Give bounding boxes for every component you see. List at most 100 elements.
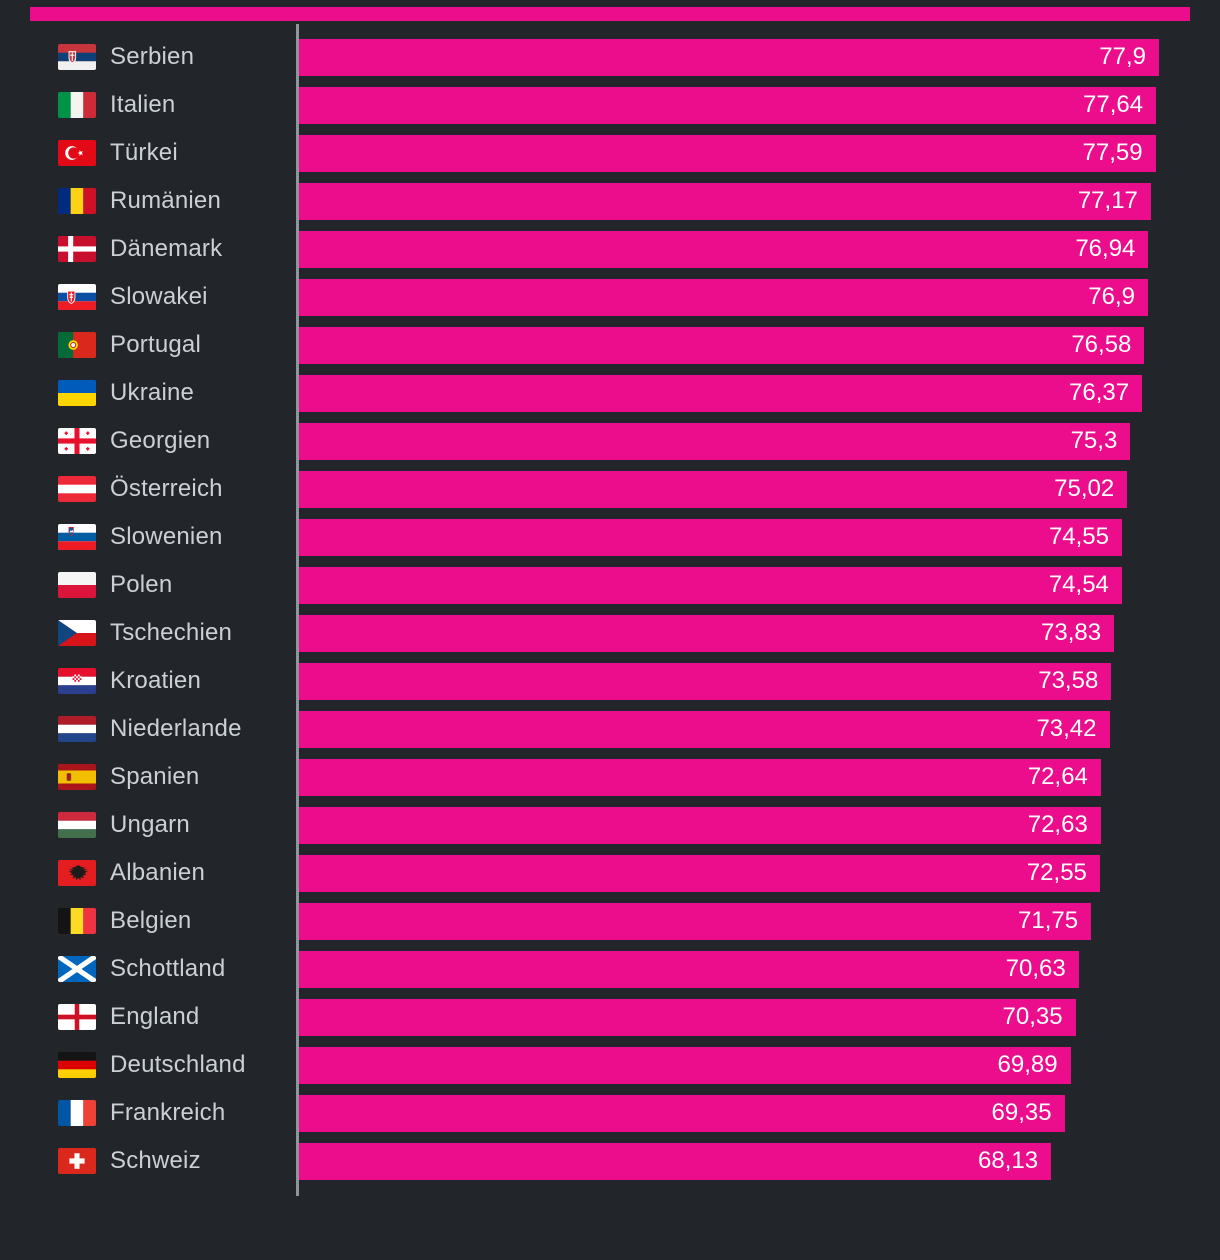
chart-row: Italien 77,64 (0, 81, 1220, 129)
country-label: Belgien (110, 907, 192, 934)
country-label: Polen (110, 571, 173, 598)
value-label: 77,17 (1077, 187, 1138, 214)
value-bar: 72,63 (299, 806, 1101, 844)
value-bar: 70,63 (299, 950, 1079, 988)
value-label: 76,37 (1069, 379, 1130, 406)
value-bar: 73,83 (299, 614, 1115, 652)
bar-chart: Serbien 77,9 Italien 77,64 Türkei 77,59 Rumäni… (0, 24, 1220, 1224)
flag-icon-at (58, 476, 96, 502)
chart-row: Dänemark 76,94 (0, 225, 1220, 273)
country-label: Tschechien (110, 619, 233, 646)
country-label: Deutschland (110, 1051, 246, 1078)
country-label: Kroatien (110, 667, 201, 694)
country-label: Dänemark (110, 235, 223, 262)
flag-icon-hu (58, 812, 96, 838)
country-label: Spanien (110, 763, 200, 790)
flag-icon-pt (58, 332, 96, 358)
value-label: 75,02 (1054, 475, 1115, 502)
flag-icon-al (58, 860, 96, 886)
value-bar: 74,55 (299, 518, 1122, 556)
flag-icon-ua (58, 380, 96, 406)
chart-row: Schottland 70,63 (0, 945, 1220, 993)
flag-icon-es (58, 764, 96, 790)
value-bar: 77,17 (299, 182, 1151, 220)
chart-row: Spanien 72,64 (0, 753, 1220, 801)
flag-icon-gb-sct (58, 956, 96, 982)
flag-icon-hr (58, 668, 96, 694)
country-label: Türkei (110, 139, 178, 166)
chart-row: Slowenien 74,55 (0, 513, 1220, 561)
value-bar: 76,58 (299, 326, 1145, 364)
value-label: 70,63 (1005, 955, 1066, 982)
flag-icon-dk (58, 236, 96, 262)
flag-icon-rs (58, 44, 96, 70)
flag-icon-be (58, 908, 96, 934)
value-label: 69,35 (991, 1099, 1052, 1126)
value-bar: 77,9 (299, 38, 1159, 76)
value-bar: 71,75 (299, 902, 1092, 940)
value-label: 74,54 (1048, 571, 1109, 598)
chart-row: Polen 74,54 (0, 561, 1220, 609)
country-label: Schweiz (110, 1147, 201, 1174)
value-label: 72,55 (1026, 859, 1087, 886)
value-label: 76,9 (1088, 283, 1135, 310)
flag-icon-it (58, 92, 96, 118)
flag-icon-gb-eng (58, 1004, 96, 1030)
country-label: Schottland (110, 955, 226, 982)
country-label: Serbien (110, 43, 195, 70)
value-bar: 76,9 (299, 278, 1148, 316)
value-bar: 74,54 (299, 566, 1122, 604)
country-label: Frankreich (110, 1099, 226, 1126)
chart-row: Slowakei 76,9 (0, 273, 1220, 321)
value-bar: 72,55 (299, 854, 1100, 892)
value-bar: 76,37 (299, 374, 1143, 412)
value-bar: 73,42 (299, 710, 1110, 748)
country-label: Italien (110, 91, 176, 118)
value-label: 75,3 (1070, 427, 1118, 454)
value-label: 70,35 (1002, 1003, 1063, 1030)
flag-icon-nl (58, 716, 96, 742)
flag-icon-ro (58, 188, 96, 214)
value-label: 68,13 (978, 1147, 1039, 1174)
value-bar: 72,64 (299, 758, 1101, 796)
flag-icon-fr (58, 1100, 96, 1126)
country-label: Georgien (110, 427, 211, 454)
value-label: 77,64 (1083, 91, 1144, 118)
chart-row: Belgien 71,75 (0, 897, 1220, 945)
value-label: 76,58 (1071, 331, 1132, 358)
value-bar: 70,35 (299, 998, 1076, 1036)
value-label: 71,75 (1018, 907, 1079, 934)
value-label: 73,58 (1038, 667, 1099, 694)
flag-icon-si (58, 524, 96, 550)
flag-icon-tr (58, 140, 96, 166)
chart-row: Ungarn 72,63 (0, 801, 1220, 849)
chart-row: Albanien 72,55 (0, 849, 1220, 897)
country-label: Ukraine (110, 379, 195, 406)
flag-icon-sk (58, 284, 96, 310)
value-label: 72,63 (1027, 811, 1088, 838)
chart-row: Österreich 75,02 (0, 465, 1220, 513)
chart-row: England 70,35 (0, 993, 1220, 1041)
flag-icon-ch (58, 1148, 96, 1174)
value-bar: 77,64 (299, 86, 1157, 124)
value-bar: 77,59 (299, 134, 1156, 172)
chart-row: Serbien 77,9 (0, 33, 1220, 81)
y-axis-line (296, 24, 299, 1196)
country-label: Rumänien (110, 187, 221, 214)
value-label: 72,64 (1027, 763, 1088, 790)
flag-icon-pl (58, 572, 96, 598)
country-label: Portugal (110, 331, 201, 358)
chart-row: Schweiz 68,13 (0, 1137, 1220, 1185)
country-label: England (110, 1003, 200, 1030)
chart-row: Tschechien 73,83 (0, 609, 1220, 657)
chart-row: Türkei 77,59 (0, 129, 1220, 177)
flag-icon-cz (58, 620, 96, 646)
value-bar: 73,58 (299, 662, 1112, 700)
value-bar: 68,13 (299, 1142, 1052, 1180)
value-label: 74,55 (1048, 523, 1109, 550)
value-bar: 69,35 (299, 1094, 1065, 1132)
country-label: Niederlande (110, 715, 242, 742)
value-label: 69,89 (997, 1051, 1058, 1078)
value-bar: 69,89 (299, 1046, 1071, 1084)
